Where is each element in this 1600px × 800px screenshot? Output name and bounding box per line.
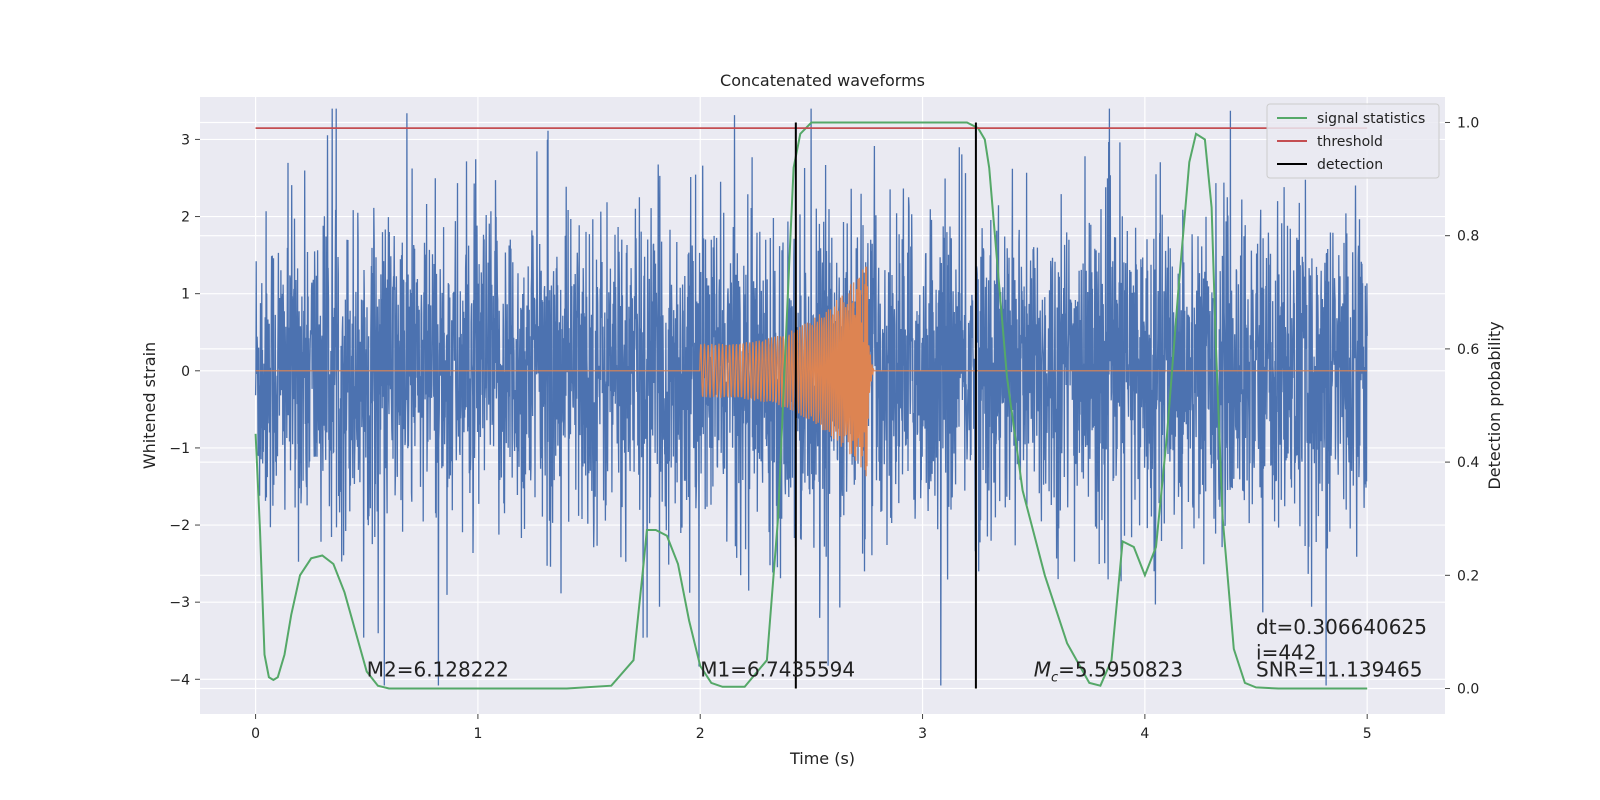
y-tick-label: 1 (181, 287, 190, 303)
series-chirp-line (255, 266, 1368, 477)
x-tick-label: 0 (251, 726, 260, 742)
y-tick-label: −2 (169, 518, 190, 534)
y-tick-label: −1 (169, 441, 190, 457)
y-tick-label: 2 (181, 210, 190, 226)
annotation-snr: SNR=11.139465 (1256, 658, 1422, 682)
x-tick-label: 4 (1140, 726, 1149, 742)
y2-tick-label: 1.0 (1457, 115, 1479, 131)
annotation-m2: M2=6.128222 (367, 658, 509, 682)
legend-box (1266, 103, 1440, 179)
axis-ticks: 0 1 2 3 4 5 3 2 1 0 −1 −2 −3 −4 1.0 0.8 0.6 0.4 0.2 0.0 (169, 115, 1479, 742)
y-tick-label: 0 (181, 364, 190, 380)
x-tick-label: 2 (696, 726, 705, 742)
chart-title: Concatenated waveforms (720, 71, 925, 90)
y-tick-label: −4 (169, 672, 190, 688)
legend-label: threshold (1317, 134, 1383, 150)
y-tick-label: 3 (181, 132, 190, 148)
legend-label: detection (1317, 157, 1383, 173)
x-tick-label: 1 (473, 726, 482, 742)
annotation-dt: dt=0.306640625 (1256, 615, 1427, 639)
annotation-i: i=442 (1256, 641, 1317, 665)
x-axis-title: Time (s) (789, 749, 855, 768)
legend: signal statistics threshold detection (1266, 103, 1440, 179)
detection-probability-series (254, 121, 1368, 690)
legend-label: signal statistics (1317, 111, 1425, 127)
x-tick-label: 5 (1363, 726, 1372, 742)
template-chirp-series (255, 266, 1368, 477)
annotations: M2=6.128222 M1=6.7435594 Mc=5.5950823 SNR=1… (367, 615, 1427, 685)
y-axis-title: Whitened strain (140, 342, 159, 469)
y-tick-label: −3 (169, 595, 190, 611)
annotation-m1: M1=6.7435594 (700, 658, 855, 682)
y2-tick-label: 0.4 (1457, 455, 1479, 471)
series-signal-statistics-line (254, 121, 1368, 690)
y2-tick-label: 0.0 (1457, 682, 1479, 698)
annotation-mc: Mc=5.5950823 (1034, 658, 1183, 686)
x-tick-label: 3 (918, 726, 927, 742)
y2-axis-title: Detection probability (1485, 321, 1504, 489)
y2-tick-label: 0.2 (1457, 568, 1479, 584)
y2-tick-label: 0.8 (1457, 229, 1479, 245)
y2-tick-label: 0.6 (1457, 342, 1479, 358)
